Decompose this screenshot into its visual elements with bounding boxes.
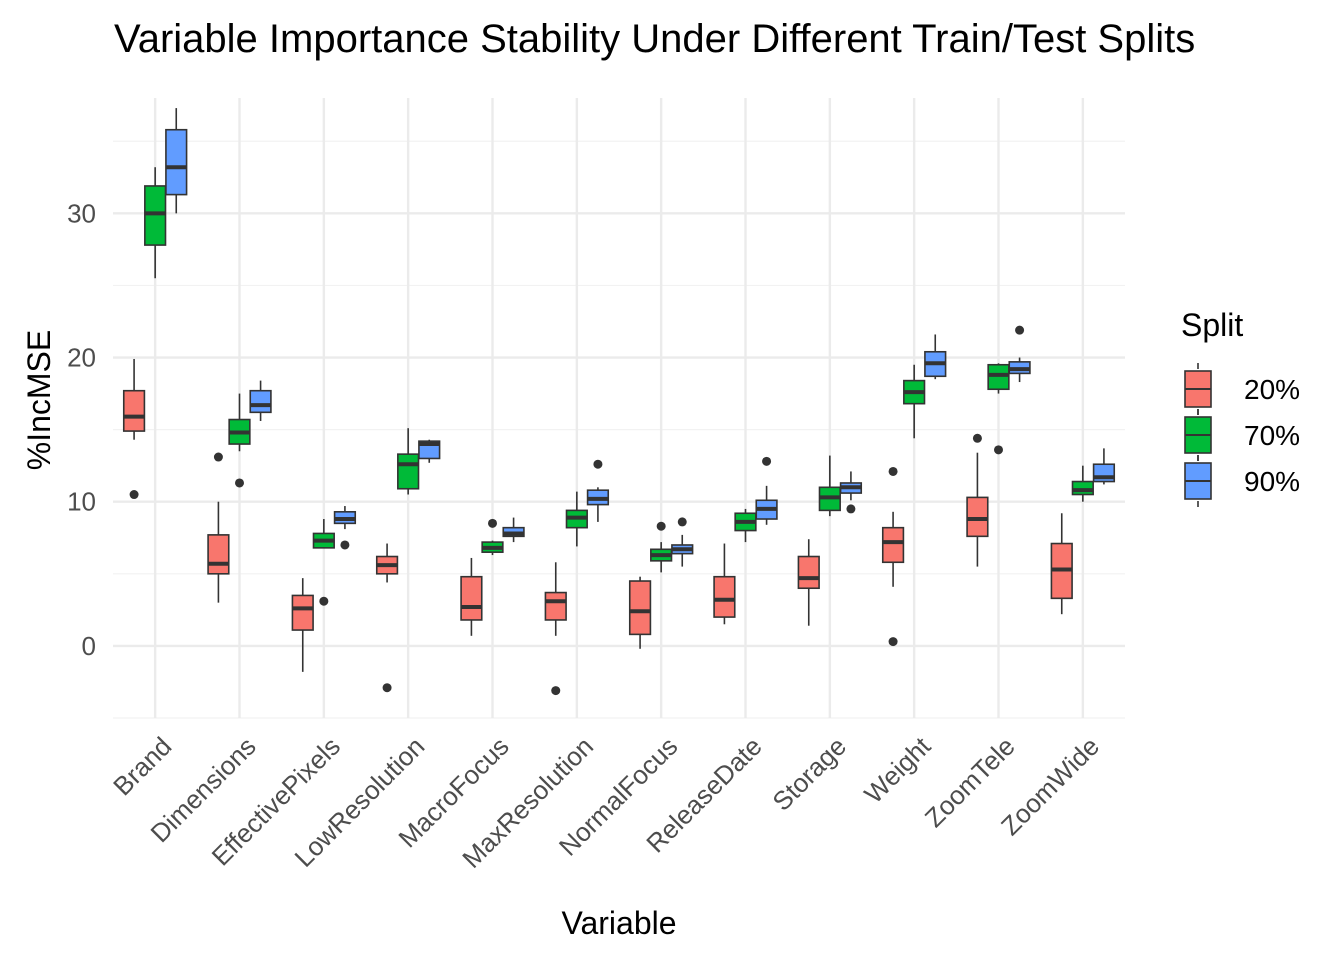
box-NormalFocus-90% bbox=[671, 517, 694, 567]
box-body bbox=[966, 496, 989, 538]
legend-key bbox=[1184, 363, 1212, 415]
box-MaxResolution-20% bbox=[544, 562, 567, 696]
box-Storage-20% bbox=[797, 539, 820, 626]
box-Brand-90% bbox=[165, 108, 188, 214]
x-axis-ticks: BrandDimensionsEffectivePixelsLowResolut… bbox=[107, 730, 1105, 873]
box-body bbox=[1071, 480, 1094, 496]
x-axis-title: Variable bbox=[561, 905, 676, 941]
outlier-point bbox=[488, 518, 497, 528]
box-LowResolution-70% bbox=[397, 428, 420, 495]
x-tick-label: Brand bbox=[107, 731, 177, 801]
legend-key bbox=[1184, 455, 1212, 507]
box-body bbox=[713, 575, 736, 618]
y-tick-label: 0 bbox=[82, 631, 96, 661]
outlier-point bbox=[129, 490, 139, 500]
box-body bbox=[207, 534, 230, 575]
box-ZoomWide-20% bbox=[1050, 513, 1073, 615]
outlier-point bbox=[762, 456, 772, 466]
box-MacroFocus-90% bbox=[502, 517, 525, 543]
box-ZoomTele-20% bbox=[966, 433, 989, 567]
outlier-point bbox=[382, 683, 392, 693]
box-EffectivePixels-20% bbox=[291, 578, 314, 672]
box-NormalFocus-70% bbox=[650, 521, 673, 573]
box-Storage-90% bbox=[839, 471, 863, 514]
outlier-point bbox=[235, 478, 244, 488]
box-body bbox=[165, 128, 188, 196]
y-tick-label: 20 bbox=[67, 343, 96, 373]
box-Weight-70% bbox=[903, 364, 926, 439]
box-EffectivePixels-90% bbox=[333, 506, 357, 550]
box-body bbox=[122, 389, 146, 432]
outlier-point bbox=[1015, 325, 1025, 335]
outlier-point bbox=[213, 452, 223, 462]
box-body bbox=[881, 526, 905, 564]
outlier-point bbox=[656, 521, 666, 531]
box-body bbox=[544, 591, 567, 621]
box-LowResolution-90% bbox=[418, 439, 441, 463]
box-LowResolution-20% bbox=[375, 543, 399, 693]
y-axis-ticks: 0 10 20 30 bbox=[67, 198, 96, 661]
box-body bbox=[249, 389, 272, 414]
legend-label: 20% bbox=[1244, 374, 1300, 405]
legend-key bbox=[1184, 409, 1212, 461]
box-ReleaseDate-20% bbox=[713, 543, 736, 625]
box-MaxResolution-70% bbox=[565, 491, 588, 547]
outlier-point bbox=[888, 637, 898, 647]
box-ReleaseDate-70% bbox=[734, 508, 757, 543]
y-tick-label: 10 bbox=[67, 487, 96, 517]
outlier-point bbox=[888, 466, 898, 476]
box-Brand-20% bbox=[122, 358, 146, 500]
outlier-point bbox=[551, 686, 561, 696]
outlier-point bbox=[593, 459, 603, 469]
outlier-point bbox=[319, 596, 329, 606]
box-body bbox=[628, 580, 652, 636]
outlier-point bbox=[340, 540, 350, 550]
box-EffectivePixels-70% bbox=[312, 519, 335, 606]
box-Dimensions-90% bbox=[249, 380, 272, 421]
box-NormalFocus-20% bbox=[628, 576, 652, 649]
box-body bbox=[797, 555, 820, 590]
chart-title: Variable Importance Stability Under Diff… bbox=[114, 17, 1195, 61]
box-ZoomTele-70% bbox=[987, 363, 1010, 455]
outlier-point bbox=[972, 433, 982, 443]
box-Dimensions-70% bbox=[228, 393, 251, 488]
y-axis-title: %IncMSE bbox=[21, 330, 57, 470]
box-body bbox=[144, 185, 167, 246]
box-body bbox=[987, 363, 1010, 391]
box-body bbox=[291, 594, 314, 631]
outlier-point bbox=[994, 445, 1003, 455]
box-MaxResolution-90% bbox=[586, 459, 610, 522]
outlier-point bbox=[846, 504, 856, 514]
y-tick-label: 30 bbox=[67, 198, 96, 228]
x-tick-label: Weight bbox=[858, 730, 937, 809]
box-ZoomTele-90% bbox=[1008, 325, 1031, 383]
box-body bbox=[460, 575, 483, 621]
box-Brand-70% bbox=[144, 167, 167, 279]
box-Storage-70% bbox=[818, 455, 841, 517]
legend-label: 90% bbox=[1244, 466, 1300, 497]
outlier-point bbox=[677, 517, 687, 527]
legend-label: 70% bbox=[1244, 420, 1300, 451]
box-Weight-20% bbox=[881, 466, 905, 647]
box-MacroFocus-70% bbox=[481, 518, 504, 556]
legend-title: Split bbox=[1181, 307, 1243, 343]
box-Weight-90% bbox=[924, 334, 947, 380]
box-ZoomWide-90% bbox=[1092, 448, 1116, 485]
box-Dimensions-20% bbox=[207, 452, 230, 603]
box-ReleaseDate-90% bbox=[755, 456, 778, 525]
grid-lines bbox=[113, 98, 1125, 719]
box-plots bbox=[122, 108, 1116, 696]
x-tick-label: Storage bbox=[766, 731, 852, 817]
box-ZoomWide-70% bbox=[1071, 465, 1094, 502]
box-body bbox=[397, 453, 420, 490]
box-MacroFocus-20% bbox=[460, 557, 483, 636]
legend: Split 20% 70% 90% bbox=[1181, 307, 1300, 507]
